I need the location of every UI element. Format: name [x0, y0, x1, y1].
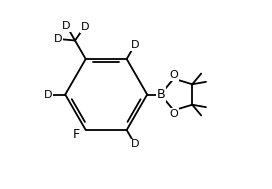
Text: D: D [54, 34, 62, 44]
Text: O: O [169, 70, 178, 80]
Text: O: O [169, 109, 178, 119]
Text: D: D [131, 40, 140, 50]
Text: F: F [73, 128, 80, 141]
Text: B: B [157, 88, 165, 101]
Text: D: D [81, 22, 89, 32]
Text: D: D [44, 90, 52, 99]
Text: D: D [131, 139, 140, 149]
Text: D: D [61, 21, 70, 31]
